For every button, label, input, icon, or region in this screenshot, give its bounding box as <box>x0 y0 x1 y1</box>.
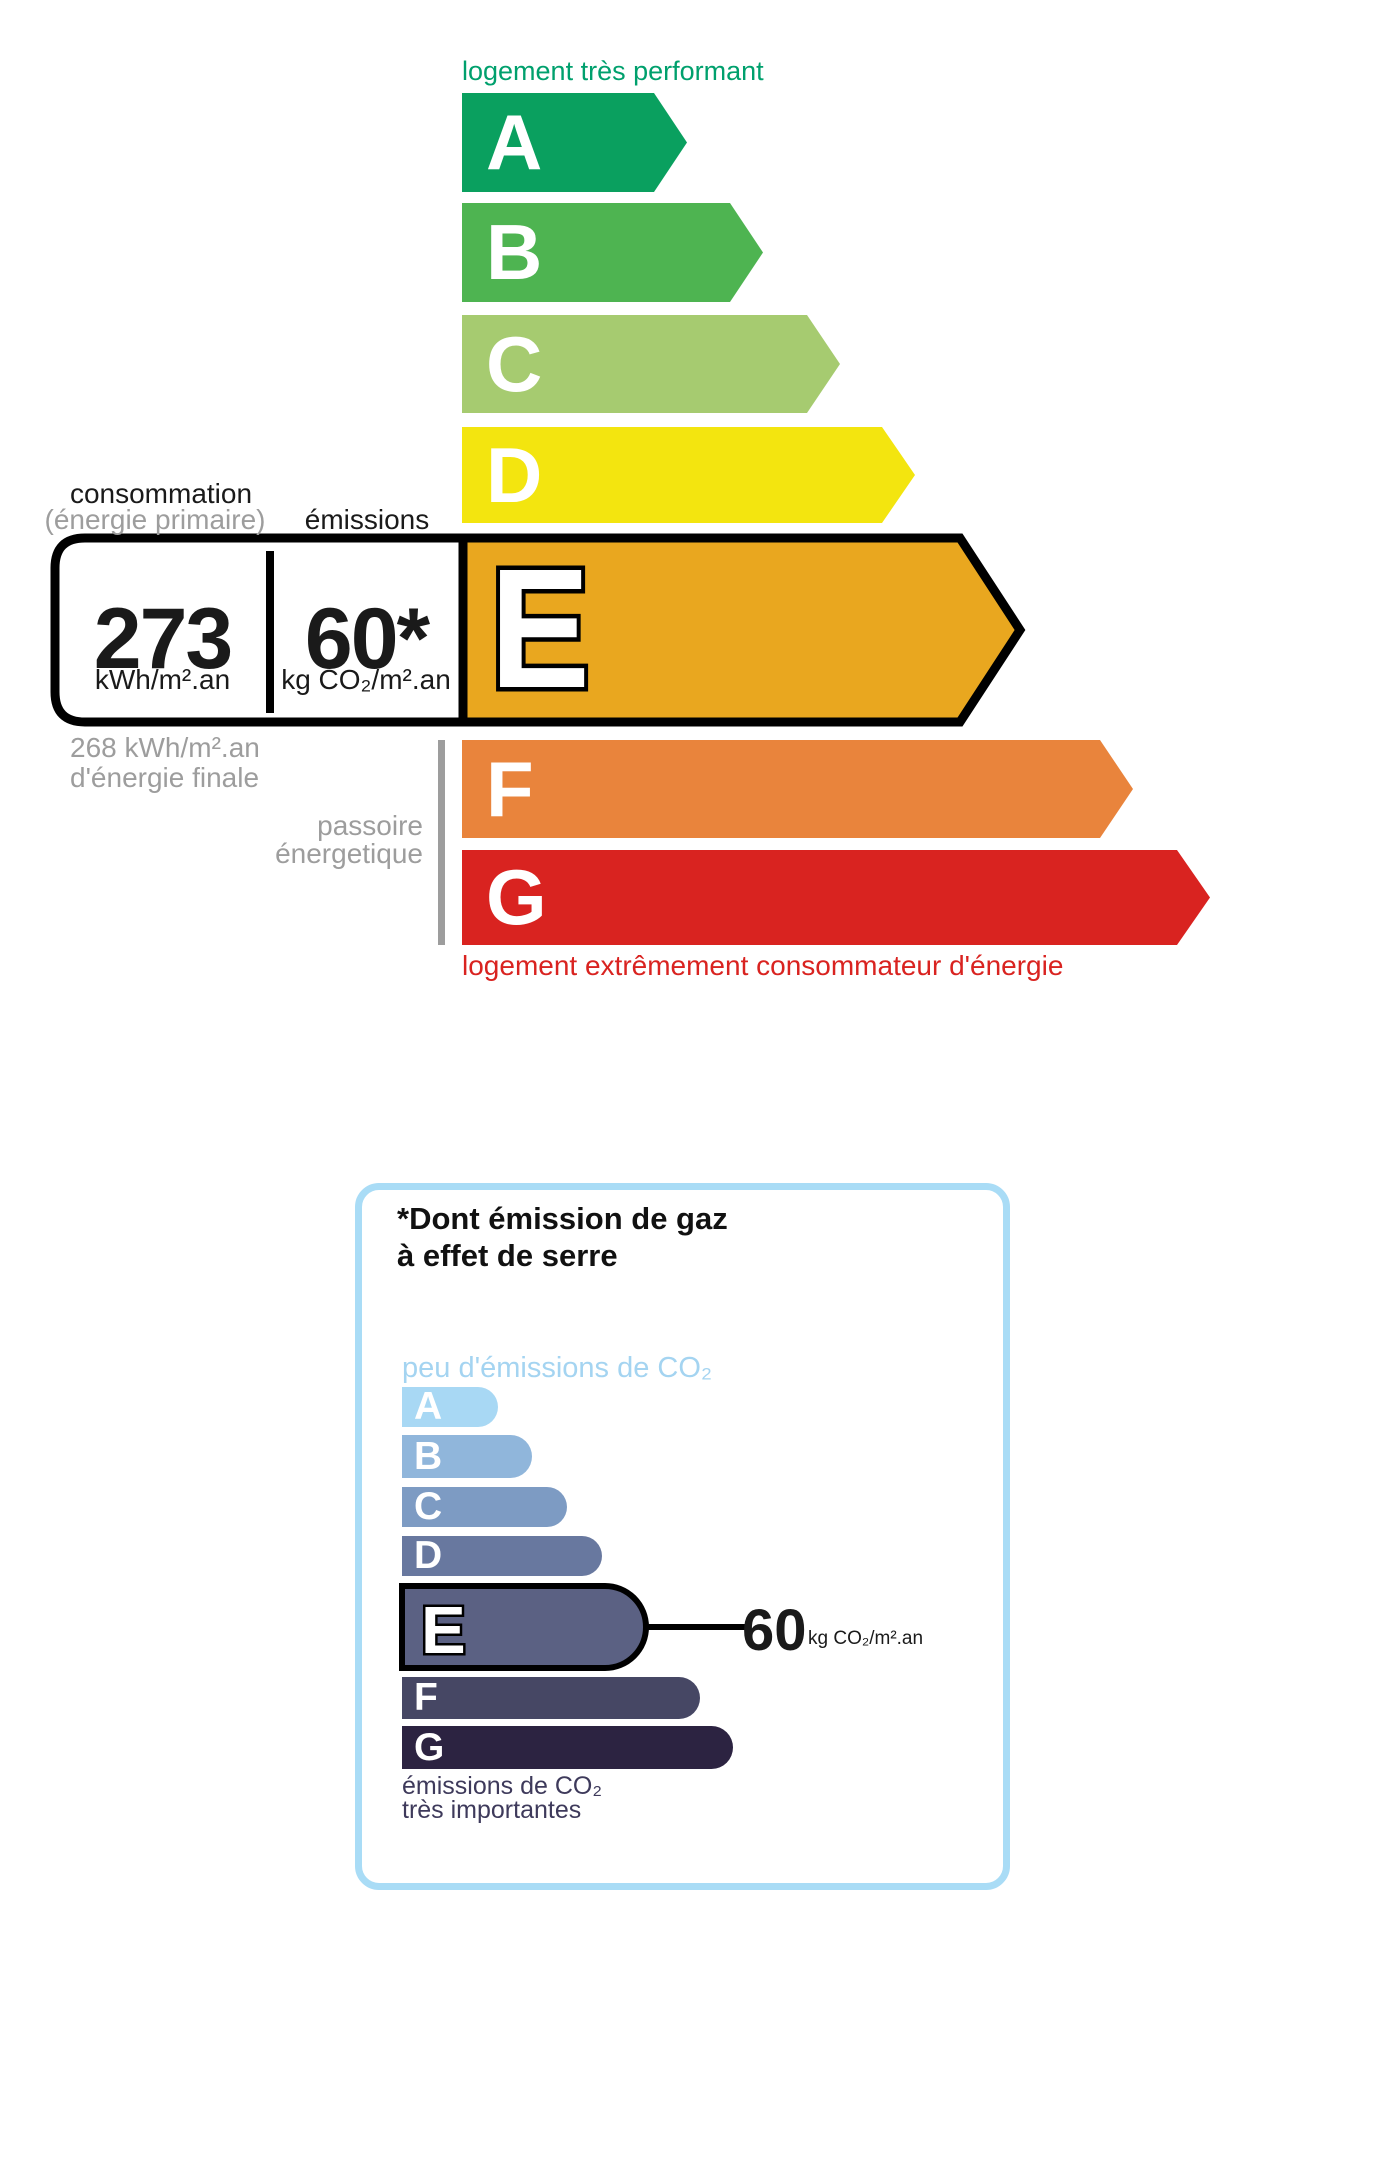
energy-sieve-line1: passoire <box>317 810 423 841</box>
co2-grade-letter-a: A <box>414 1385 443 1428</box>
final-energy-note: 268 kWh/m².an d'énergie finale <box>70 733 260 793</box>
emissions-unit: kg CO₂/m².an <box>281 664 451 695</box>
primary-energy-subheader: (énergie primaire) <box>44 504 266 535</box>
energy-grade-row-g: G <box>462 850 1210 945</box>
co2-panel <box>355 1183 1010 1890</box>
final-energy-line2: d'énergie finale <box>70 762 260 793</box>
energy-grade-arrow-e <box>458 533 1026 727</box>
co2-grade-letter-b: B <box>414 1435 443 1478</box>
energy-grade-letter-g: G <box>486 853 547 941</box>
consumption-header: consommation <box>69 478 253 509</box>
top-performance-label: logement très performant <box>462 56 764 86</box>
co2-grade-row-g: G <box>402 1726 733 1769</box>
co2-grade-row-e-current: E <box>399 1583 649 1671</box>
primary-energy-unit: kWh/m².an <box>94 664 231 695</box>
co2-grade-row-f: F <box>402 1677 700 1719</box>
emissions-header: émissions <box>304 504 430 535</box>
emissions-value: 60* <box>304 591 430 687</box>
co2-value: 60 <box>742 1598 807 1663</box>
energy-grade-letter-a: A <box>486 98 543 186</box>
primary-energy-value: 273 <box>93 591 234 687</box>
co2-grade-letter-f: F <box>414 1676 438 1719</box>
co2-panel-title: *Dont émission de gaz à effet de serre <box>397 1200 728 1274</box>
energy-sieve-line2: énergetique <box>275 838 423 869</box>
co2-low-emissions-label: peu d'émissions de CO₂ <box>402 1352 713 1384</box>
co2-high-line2: très importantes <box>402 1796 582 1824</box>
co2-value-unit: kg CO₂/m².an <box>808 1628 924 1649</box>
co2-grade-row-d: D <box>402 1536 602 1576</box>
energy-grade-letter-d: D <box>486 431 543 519</box>
co2-grade-letter-d: D <box>414 1534 443 1577</box>
energy-grade-row-c: C <box>462 315 840 413</box>
co2-value-connector-line <box>648 1624 748 1630</box>
energy-grade-row-f: F <box>462 740 1133 838</box>
co2-high-line1: émissions de CO₂ <box>402 1772 603 1800</box>
energy-current-grade-row: E <box>50 530 1026 729</box>
energy-grade-row-b: B <box>462 203 763 302</box>
co2-grade-row-b: B <box>402 1435 532 1478</box>
current-grade-letter-co2: E <box>421 1593 466 1668</box>
energy-grade-row-d: D <box>462 427 915 523</box>
energy-grade-letter-c: C <box>486 320 543 408</box>
energy-grade-row-a: A <box>462 93 687 192</box>
co2-grade-letter-c: C <box>414 1485 443 1528</box>
final-energy-line1: 268 kWh/m².an <box>70 732 260 763</box>
co2-title-line2: à effet de serre <box>397 1238 618 1273</box>
co2-grade-letter-g: G <box>414 1726 445 1769</box>
sieve-bracket-bar <box>438 740 445 945</box>
energy-sieve-label: passoire énergetique <box>220 812 423 868</box>
current-grade-letter-co2-svg: E <box>419 1593 469 1671</box>
value-box-outline <box>50 533 468 727</box>
co2-grade-row-c: C <box>402 1487 567 1527</box>
current-grade-letter-energy: E <box>490 534 590 724</box>
co2-grade-row-a: A <box>402 1387 498 1427</box>
co2-high-emissions-label: émissions de CO₂ très importantes <box>402 1772 603 1824</box>
bottom-consumption-label: logement extrêmement consommateur d'éner… <box>462 950 1064 981</box>
energy-grade-letter-b: B <box>486 208 543 296</box>
co2-title-line1: *Dont émission de gaz <box>397 1201 728 1236</box>
energy-grade-letter-f: F <box>486 745 534 833</box>
